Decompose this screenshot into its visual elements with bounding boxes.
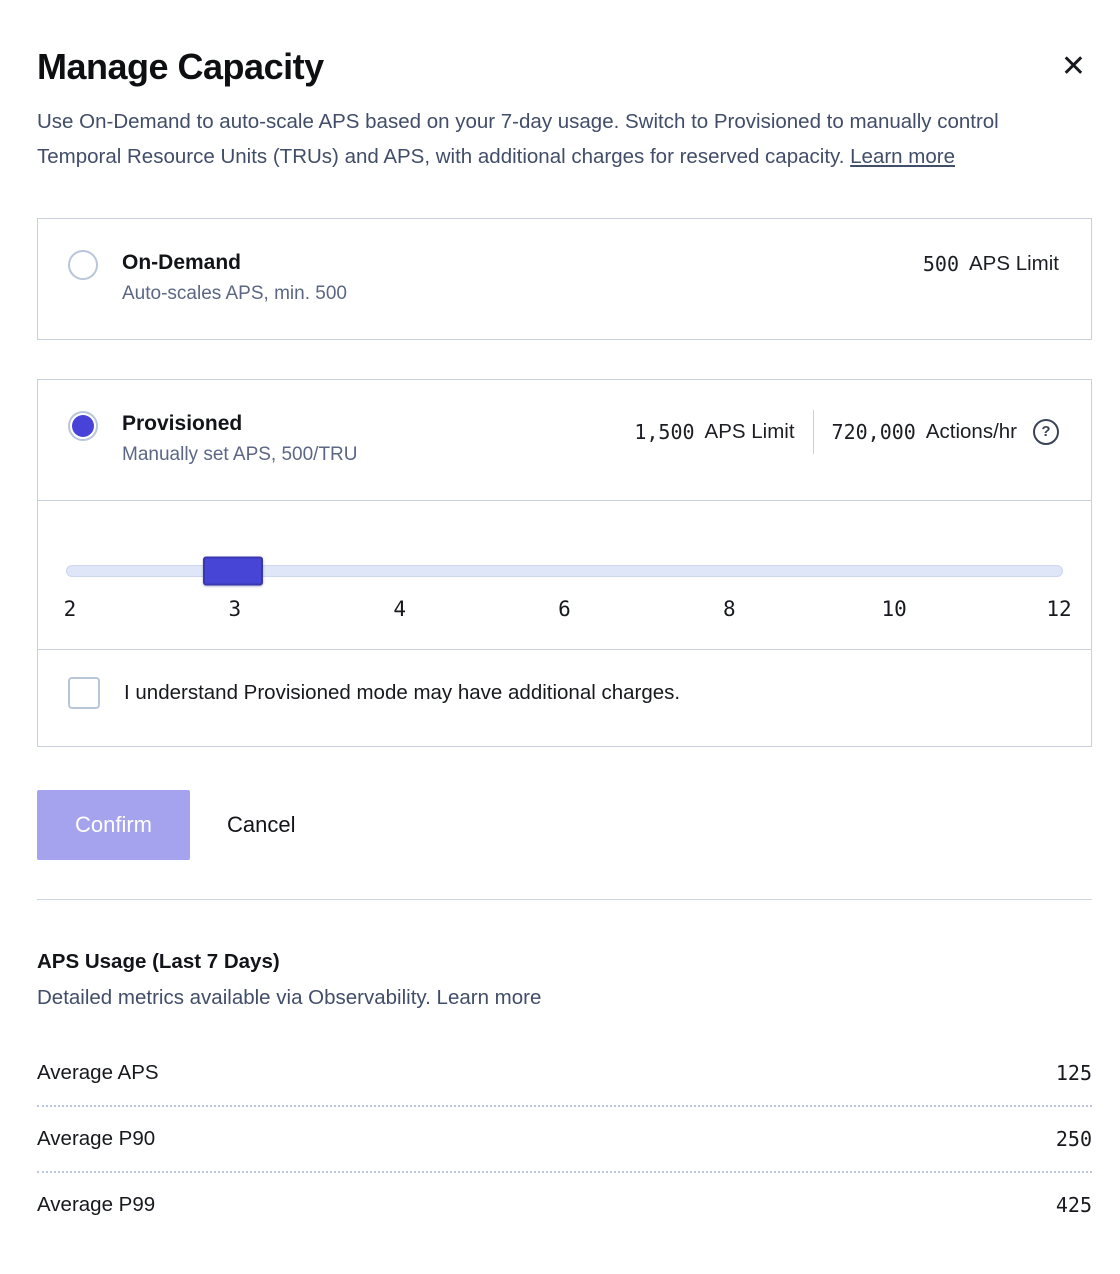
slider-tick: 8 (723, 597, 736, 621)
provisioned-option-card: Provisioned Manually set APS, 500/TRU 1,… (37, 379, 1092, 747)
usage-row-label: Average P99 (37, 1193, 156, 1216)
aps-usage-section: APS Usage (Last 7 Days) Detailed metrics… (37, 950, 1092, 1237)
dialog-description: Use On-Demand to auto-scale APS based on… (37, 104, 1087, 174)
manage-capacity-dialog: Manage Capacity ✕ Use On-Demand to auto-… (0, 0, 1120, 1247)
tru-slider-section: TRUs 2 3 4 6 8 10 12 (38, 500, 1091, 649)
provisioned-meta: 1,500 APS Limit 720,000 Actions/hr ? (634, 410, 1059, 454)
usage-title: APS Usage (Last 7 Days) (37, 950, 280, 973)
usage-row-value: 125 (1055, 1061, 1092, 1085)
meta-divider (812, 410, 814, 454)
usage-row-value: 425 (1055, 1193, 1092, 1217)
help-icon[interactable]: ? (1033, 419, 1059, 445)
slider-track[interactable] (66, 556, 1063, 586)
section-divider (37, 899, 1092, 900)
on-demand-text: On-Demand Auto-scales APS, min. 500 (122, 249, 347, 305)
usage-learn-more-link[interactable]: Learn more (436, 986, 542, 1009)
provisioned-actions-value: 720,000 (831, 420, 916, 444)
on-demand-sublabel: Auto-scales APS, min. 500 (122, 283, 347, 304)
dialog-actions: Confirm Cancel (37, 790, 1092, 860)
question-mark-glyph: ? (1041, 423, 1051, 440)
provisioned-sublabel: Manually set APS, 500/TRU (122, 444, 358, 465)
provisioned-actions-suffix: Actions/hr (925, 420, 1017, 443)
learn-more-link[interactable]: Learn more (850, 145, 955, 168)
slider-tick: 6 (558, 597, 571, 621)
on-demand-option-card[interactable]: On-Demand Auto-scales APS, min. 500 500 … (37, 218, 1092, 340)
close-button[interactable]: ✕ (1055, 50, 1092, 84)
usage-row-label: Average APS (37, 1061, 159, 1084)
slider-ticks: 2 3 4 6 8 10 12 (64, 593, 1072, 623)
provisioned-radio[interactable] (68, 411, 98, 441)
usage-table: Average APS 125 Average P90 250 Average … (37, 1044, 1092, 1237)
close-icon: ✕ (1060, 50, 1086, 83)
acknowledge-checkbox[interactable] (68, 677, 100, 709)
on-demand-aps-value: 500 (922, 252, 959, 276)
page-title: Manage Capacity (37, 46, 324, 87)
provisioned-row[interactable]: Provisioned Manually set APS, 500/TRU 1,… (38, 380, 1091, 500)
acknowledge-label: I understand Provisioned mode may have a… (124, 681, 681, 704)
slider-tick: 12 (1046, 597, 1072, 621)
table-row: Average APS 125 (37, 1044, 1092, 1107)
on-demand-label: On-Demand (122, 251, 242, 274)
cancel-button[interactable]: Cancel (227, 812, 296, 837)
provisioned-aps-value: 1,500 (634, 420, 695, 444)
on-demand-row: On-Demand Auto-scales APS, min. 500 500 … (38, 219, 1091, 339)
table-row: Average P90 250 (37, 1107, 1092, 1173)
slider-tick: 3 (228, 597, 242, 621)
usage-row-label: Average P90 (37, 1127, 156, 1150)
tru-slider: TRUs 2 3 4 6 8 10 12 (64, 556, 1072, 623)
provisioned-label: Provisioned (122, 412, 243, 435)
slider-tick: 10 (881, 597, 907, 621)
on-demand-aps-suffix: APS Limit (969, 252, 1059, 275)
description-text: Use On-Demand to auto-scale APS based on… (37, 110, 999, 168)
slider-tick: 4 (393, 597, 406, 621)
usage-row-value: 250 (1055, 1127, 1092, 1151)
provisioned-text: Provisioned Manually set APS, 500/TRU (122, 410, 358, 466)
slider-thumb[interactable] (202, 556, 263, 586)
usage-subtitle-text: Detailed metrics available via Observabi… (37, 986, 431, 1009)
on-demand-radio[interactable] (68, 250, 98, 280)
usage-subtitle: Detailed metrics available via Observabi… (37, 986, 1092, 1010)
table-row: Average P99 425 (37, 1173, 1092, 1237)
acknowledge-section: I understand Provisioned mode may have a… (38, 649, 1091, 746)
on-demand-meta: 500 APS Limit (923, 249, 1059, 279)
dialog-header: Manage Capacity ✕ (37, 46, 1092, 88)
slider-tick: 2 (63, 597, 77, 621)
provisioned-aps-suffix: APS Limit (704, 420, 795, 443)
confirm-button[interactable]: Confirm (37, 790, 190, 860)
